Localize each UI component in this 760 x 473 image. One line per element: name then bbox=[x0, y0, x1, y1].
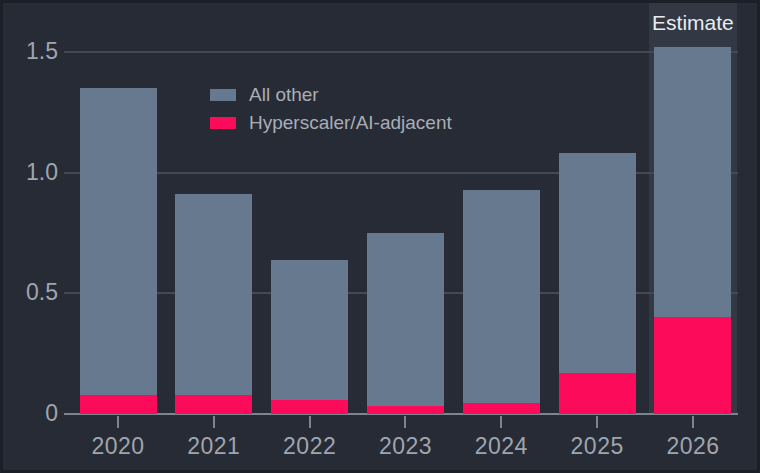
x-axis-tick-label: 2023 bbox=[357, 433, 453, 460]
bar-segment-2024-all-other bbox=[463, 190, 540, 404]
legend-swatch-icon bbox=[210, 117, 236, 129]
legend-swatch-icon bbox=[210, 89, 236, 101]
bar-segment-2023-hyperscaler-ai-adjacent bbox=[367, 406, 444, 414]
bar-segment-2020-hyperscaler-ai-adjacent bbox=[80, 395, 157, 414]
legend-label: All other bbox=[249, 84, 319, 105]
bar-segment-2025-hyperscaler-ai-adjacent bbox=[559, 373, 636, 414]
y-axis-tick-label: 0.5 bbox=[0, 278, 58, 306]
bar-segment-2021-hyperscaler-ai-adjacent bbox=[175, 395, 252, 414]
bar-segment-2022-hyperscaler-ai-adjacent bbox=[271, 400, 348, 414]
legend: All other Hyperscaler/AI-adjacent bbox=[210, 84, 452, 140]
bar-segment-2022-all-other bbox=[271, 260, 348, 400]
x-axis-tick-label: 2022 bbox=[262, 433, 358, 460]
y-axis-tick-label: 1.0 bbox=[0, 158, 58, 186]
x-axis-tick bbox=[596, 416, 598, 428]
x-axis-tick bbox=[692, 416, 694, 428]
gridline-1.5 bbox=[64, 51, 738, 53]
plot-area: Estimate00.51.01.52020202120222023202420… bbox=[0, 0, 760, 473]
legend-item: All other bbox=[210, 84, 452, 105]
bar-segment-2021-all-other bbox=[175, 194, 252, 394]
bar-segment-2026-hyperscaler-ai-adjacent bbox=[654, 317, 731, 414]
x-axis-tick bbox=[404, 416, 406, 428]
x-axis-tick bbox=[213, 416, 215, 428]
bar-segment-2024-hyperscaler-ai-adjacent bbox=[463, 403, 540, 414]
gridline-1.0 bbox=[64, 172, 738, 174]
bar-segment-2020-all-other bbox=[80, 88, 157, 394]
bar-segment-2023-all-other bbox=[367, 233, 444, 406]
x-axis-tick bbox=[500, 416, 502, 428]
x-axis-tick-label: 2024 bbox=[453, 433, 549, 460]
bar-segment-2025-all-other bbox=[559, 153, 636, 373]
x-axis-tick-label: 2025 bbox=[549, 433, 645, 460]
x-axis-tick bbox=[117, 416, 119, 428]
x-axis-tick-label: 2021 bbox=[166, 433, 262, 460]
y-axis-tick-label: 0 bbox=[0, 399, 58, 427]
x-axis-tick bbox=[309, 416, 311, 428]
estimate-label: Estimate bbox=[649, 3, 737, 35]
y-axis-tick-label: 1.5 bbox=[0, 37, 58, 65]
bar-chart: Estimate00.51.01.52020202120222023202420… bbox=[0, 0, 760, 473]
x-axis-tick-label: 2020 bbox=[70, 433, 166, 460]
legend-label: Hyperscaler/AI-adjacent bbox=[249, 112, 452, 133]
legend-item: Hyperscaler/AI-adjacent bbox=[210, 112, 452, 133]
bar-segment-2026-all-other bbox=[654, 47, 731, 317]
x-axis-tick-label: 2026 bbox=[645, 433, 741, 460]
